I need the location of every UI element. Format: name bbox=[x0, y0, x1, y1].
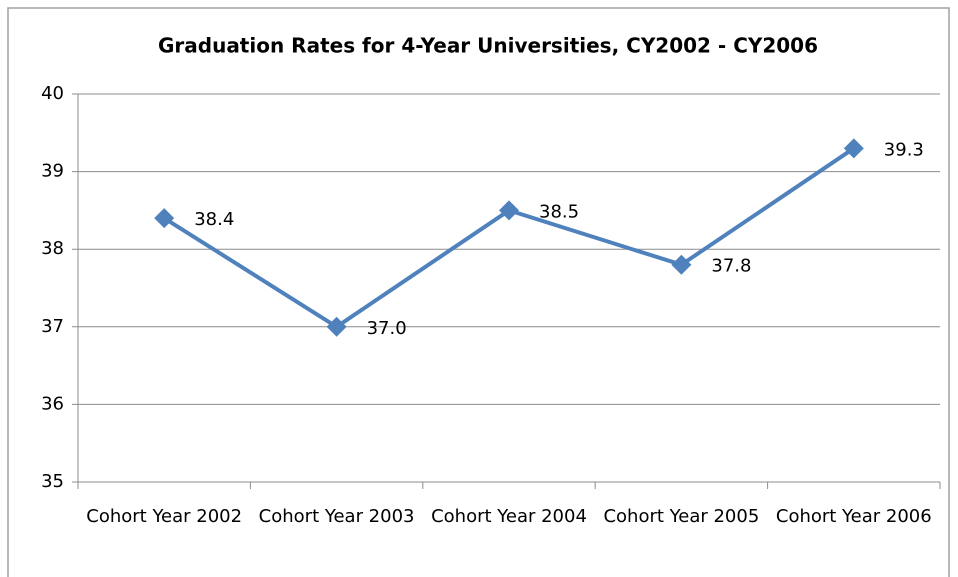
y-tick-label: 39 bbox=[41, 161, 64, 182]
marker bbox=[843, 138, 864, 159]
data-label: 39.3 bbox=[884, 139, 924, 160]
y-tick-label: 40 bbox=[41, 83, 64, 104]
chart-frame bbox=[7, 7, 950, 577]
data-label: 37.0 bbox=[367, 318, 407, 339]
y-tick-label: 36 bbox=[41, 393, 64, 414]
x-tick-label: Cohort Year 2006 bbox=[775, 506, 932, 527]
marker bbox=[499, 200, 519, 221]
marker bbox=[154, 208, 175, 229]
data-label: 38.4 bbox=[194, 209, 234, 230]
y-tick-label: 37 bbox=[41, 316, 64, 337]
marker bbox=[671, 254, 692, 275]
y-tick-label: 38 bbox=[41, 238, 64, 259]
data-label: 37.8 bbox=[711, 256, 751, 277]
marker bbox=[326, 316, 347, 337]
x-tick-label: Cohort Year 2005 bbox=[603, 506, 760, 527]
data-label: 38.5 bbox=[539, 201, 579, 222]
chart-title: Graduation Rates for 4-Year Universities… bbox=[158, 34, 818, 58]
x-tick-label: Cohort Year 2002 bbox=[86, 506, 243, 527]
x-tick-label: Cohort Year 2003 bbox=[258, 506, 415, 527]
y-tick-label: 35 bbox=[41, 471, 64, 492]
x-tick-label: Cohort Year 2004 bbox=[431, 506, 587, 527]
